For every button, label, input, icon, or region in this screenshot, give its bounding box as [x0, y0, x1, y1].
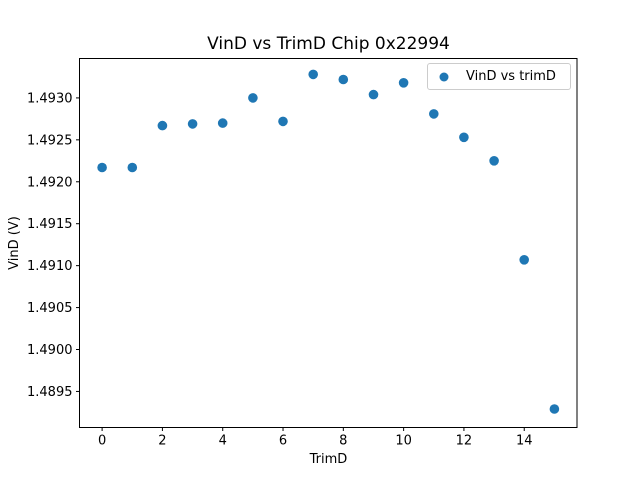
y-axis-label: VinD (V) [7, 216, 22, 270]
scatter-point [489, 156, 499, 166]
x-tick-label: 10 [395, 434, 412, 449]
scatter-point [519, 254, 529, 265]
x-tick-label: 14 [516, 434, 533, 449]
legend-marker-icon [439, 72, 449, 81]
axes-spines [79, 58, 578, 428]
scatter-point [398, 78, 409, 88]
scatter-point [157, 120, 168, 131]
scatter-point [368, 89, 379, 100]
chart-title: VinD vs TrimD Chip 0x22994 [207, 34, 450, 54]
legend-label: VinD vs trimD [466, 69, 556, 84]
scatter-point [217, 118, 228, 128]
x-tick-label: 12 [456, 434, 473, 449]
scatter-point [308, 69, 319, 80]
y-tick-label: 1.4925 [27, 133, 73, 148]
x-tick-label: 6 [279, 434, 287, 449]
scatter-point [187, 119, 198, 129]
y-tick-label: 1.4915 [27, 217, 73, 232]
y-tick-label: 1.4930 [27, 91, 73, 106]
x-tick-label: 0 [98, 434, 106, 449]
scatter-point [429, 109, 439, 119]
x-tick-label: 2 [158, 434, 166, 449]
scatter-point [278, 116, 288, 127]
y-tick-label: 1.4910 [27, 259, 73, 274]
y-tick-label: 1.4905 [27, 301, 73, 316]
legend: VinD vs trimD [427, 63, 571, 90]
x-axis-label: TrimD [309, 452, 348, 467]
y-tick-label: 1.4895 [27, 385, 73, 400]
scatter-point [127, 162, 138, 173]
y-tick-label: 1.4920 [27, 175, 73, 190]
x-tick-label: 4 [219, 434, 227, 449]
scatter-point [97, 162, 107, 173]
scatter-point [248, 93, 258, 103]
scatter-point [459, 132, 469, 143]
x-tick-label: 8 [339, 434, 347, 449]
y-tick-label: 1.4900 [27, 343, 73, 358]
scatter-point [338, 74, 349, 85]
scatter-point [549, 404, 560, 414]
